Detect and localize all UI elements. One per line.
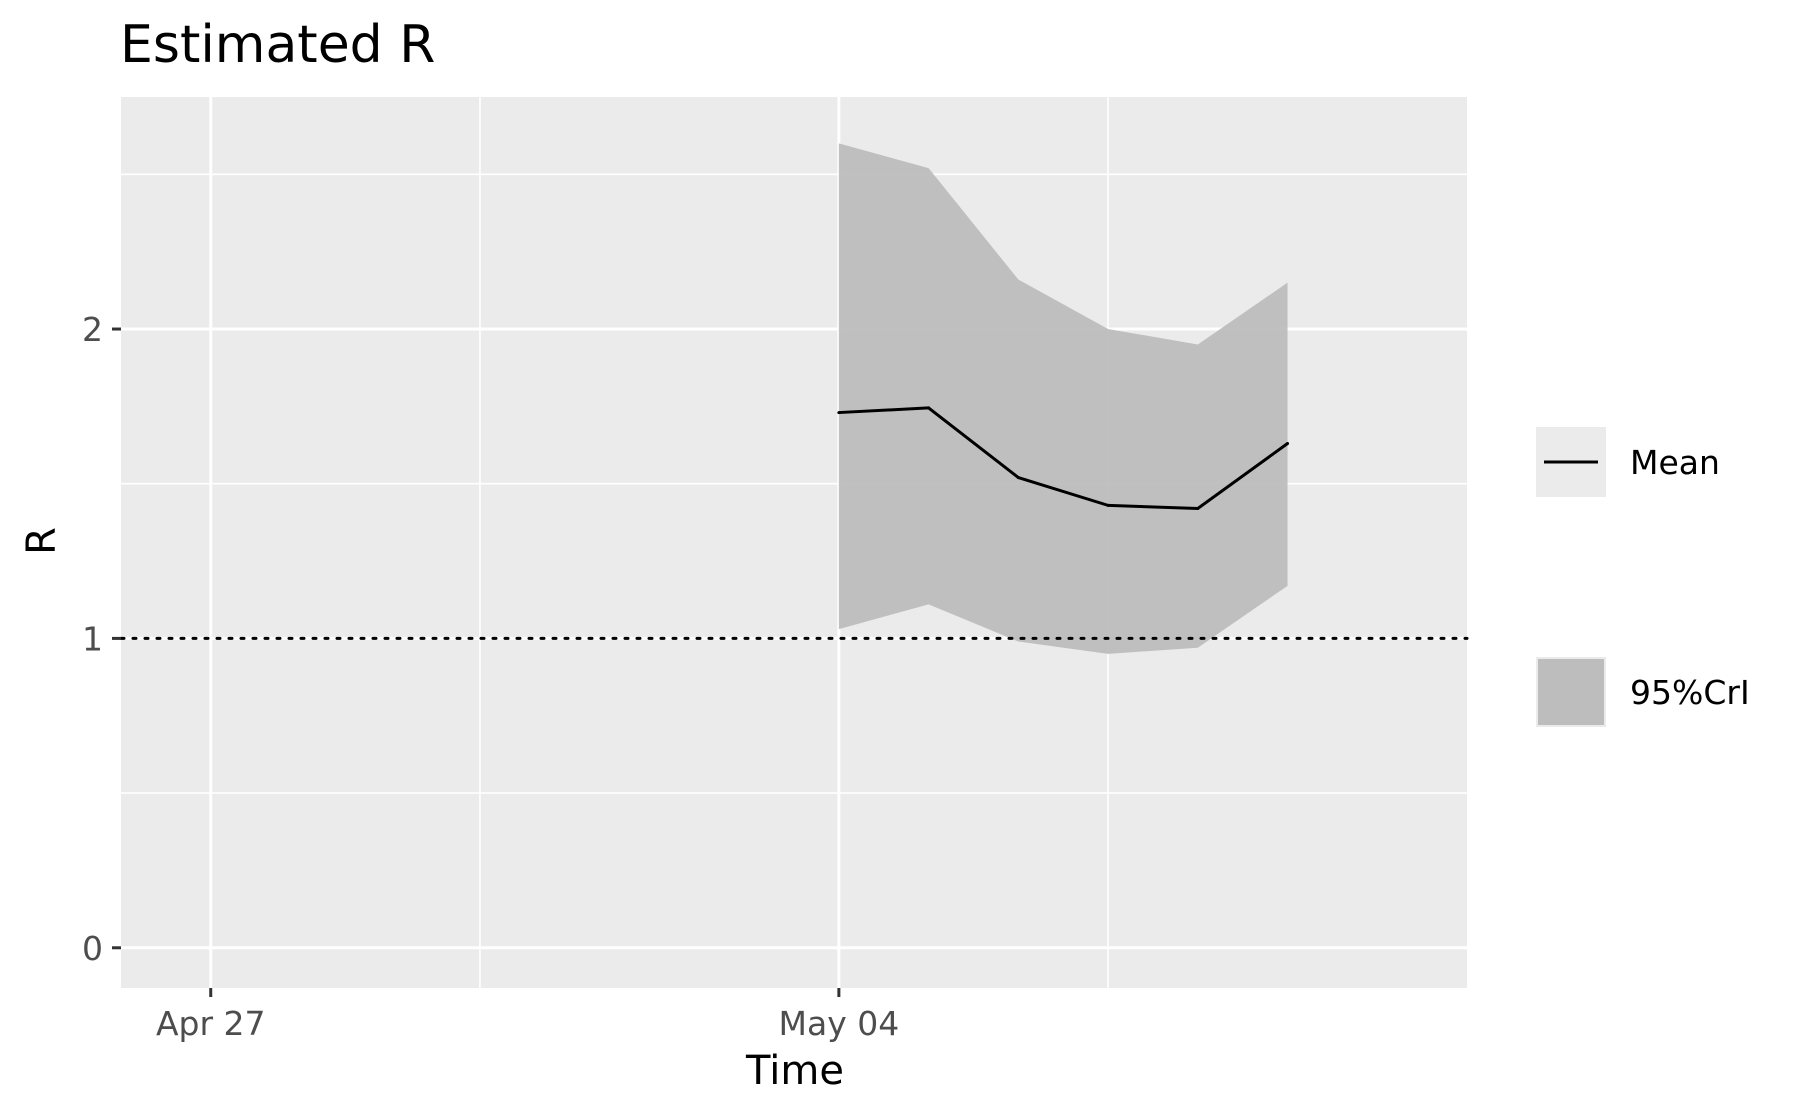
legend-label: Mean <box>1630 443 1720 482</box>
credible-interval-band <box>838 143 1288 654</box>
mean-line <box>838 406 1289 510</box>
x-tick-label: Apr 27 <box>156 1004 266 1043</box>
legend-swatch-crl <box>1538 659 1604 725</box>
mean-point <box>927 406 931 410</box>
y-tick-label: 0 <box>82 929 103 968</box>
legend: Mean 95%CrI <box>1536 427 1750 727</box>
x-axis-title: Time <box>745 1048 844 1094</box>
mean-point <box>1196 506 1200 510</box>
chart-title: Estimated R <box>120 15 435 75</box>
mean-point <box>1286 442 1290 445</box>
plot-area: 0 1 2 Apr 27 May 04 <box>82 97 1469 1043</box>
y-axis-title: R <box>19 527 65 555</box>
x-tick-label: May 04 <box>779 1004 900 1043</box>
mean-point <box>1016 476 1020 480</box>
y-tick-label: 1 <box>82 619 103 658</box>
mean-point <box>1106 503 1110 507</box>
legend-label: 95%CrI <box>1630 673 1750 712</box>
y-tick-label: 2 <box>82 310 103 349</box>
mean-point <box>837 411 841 415</box>
